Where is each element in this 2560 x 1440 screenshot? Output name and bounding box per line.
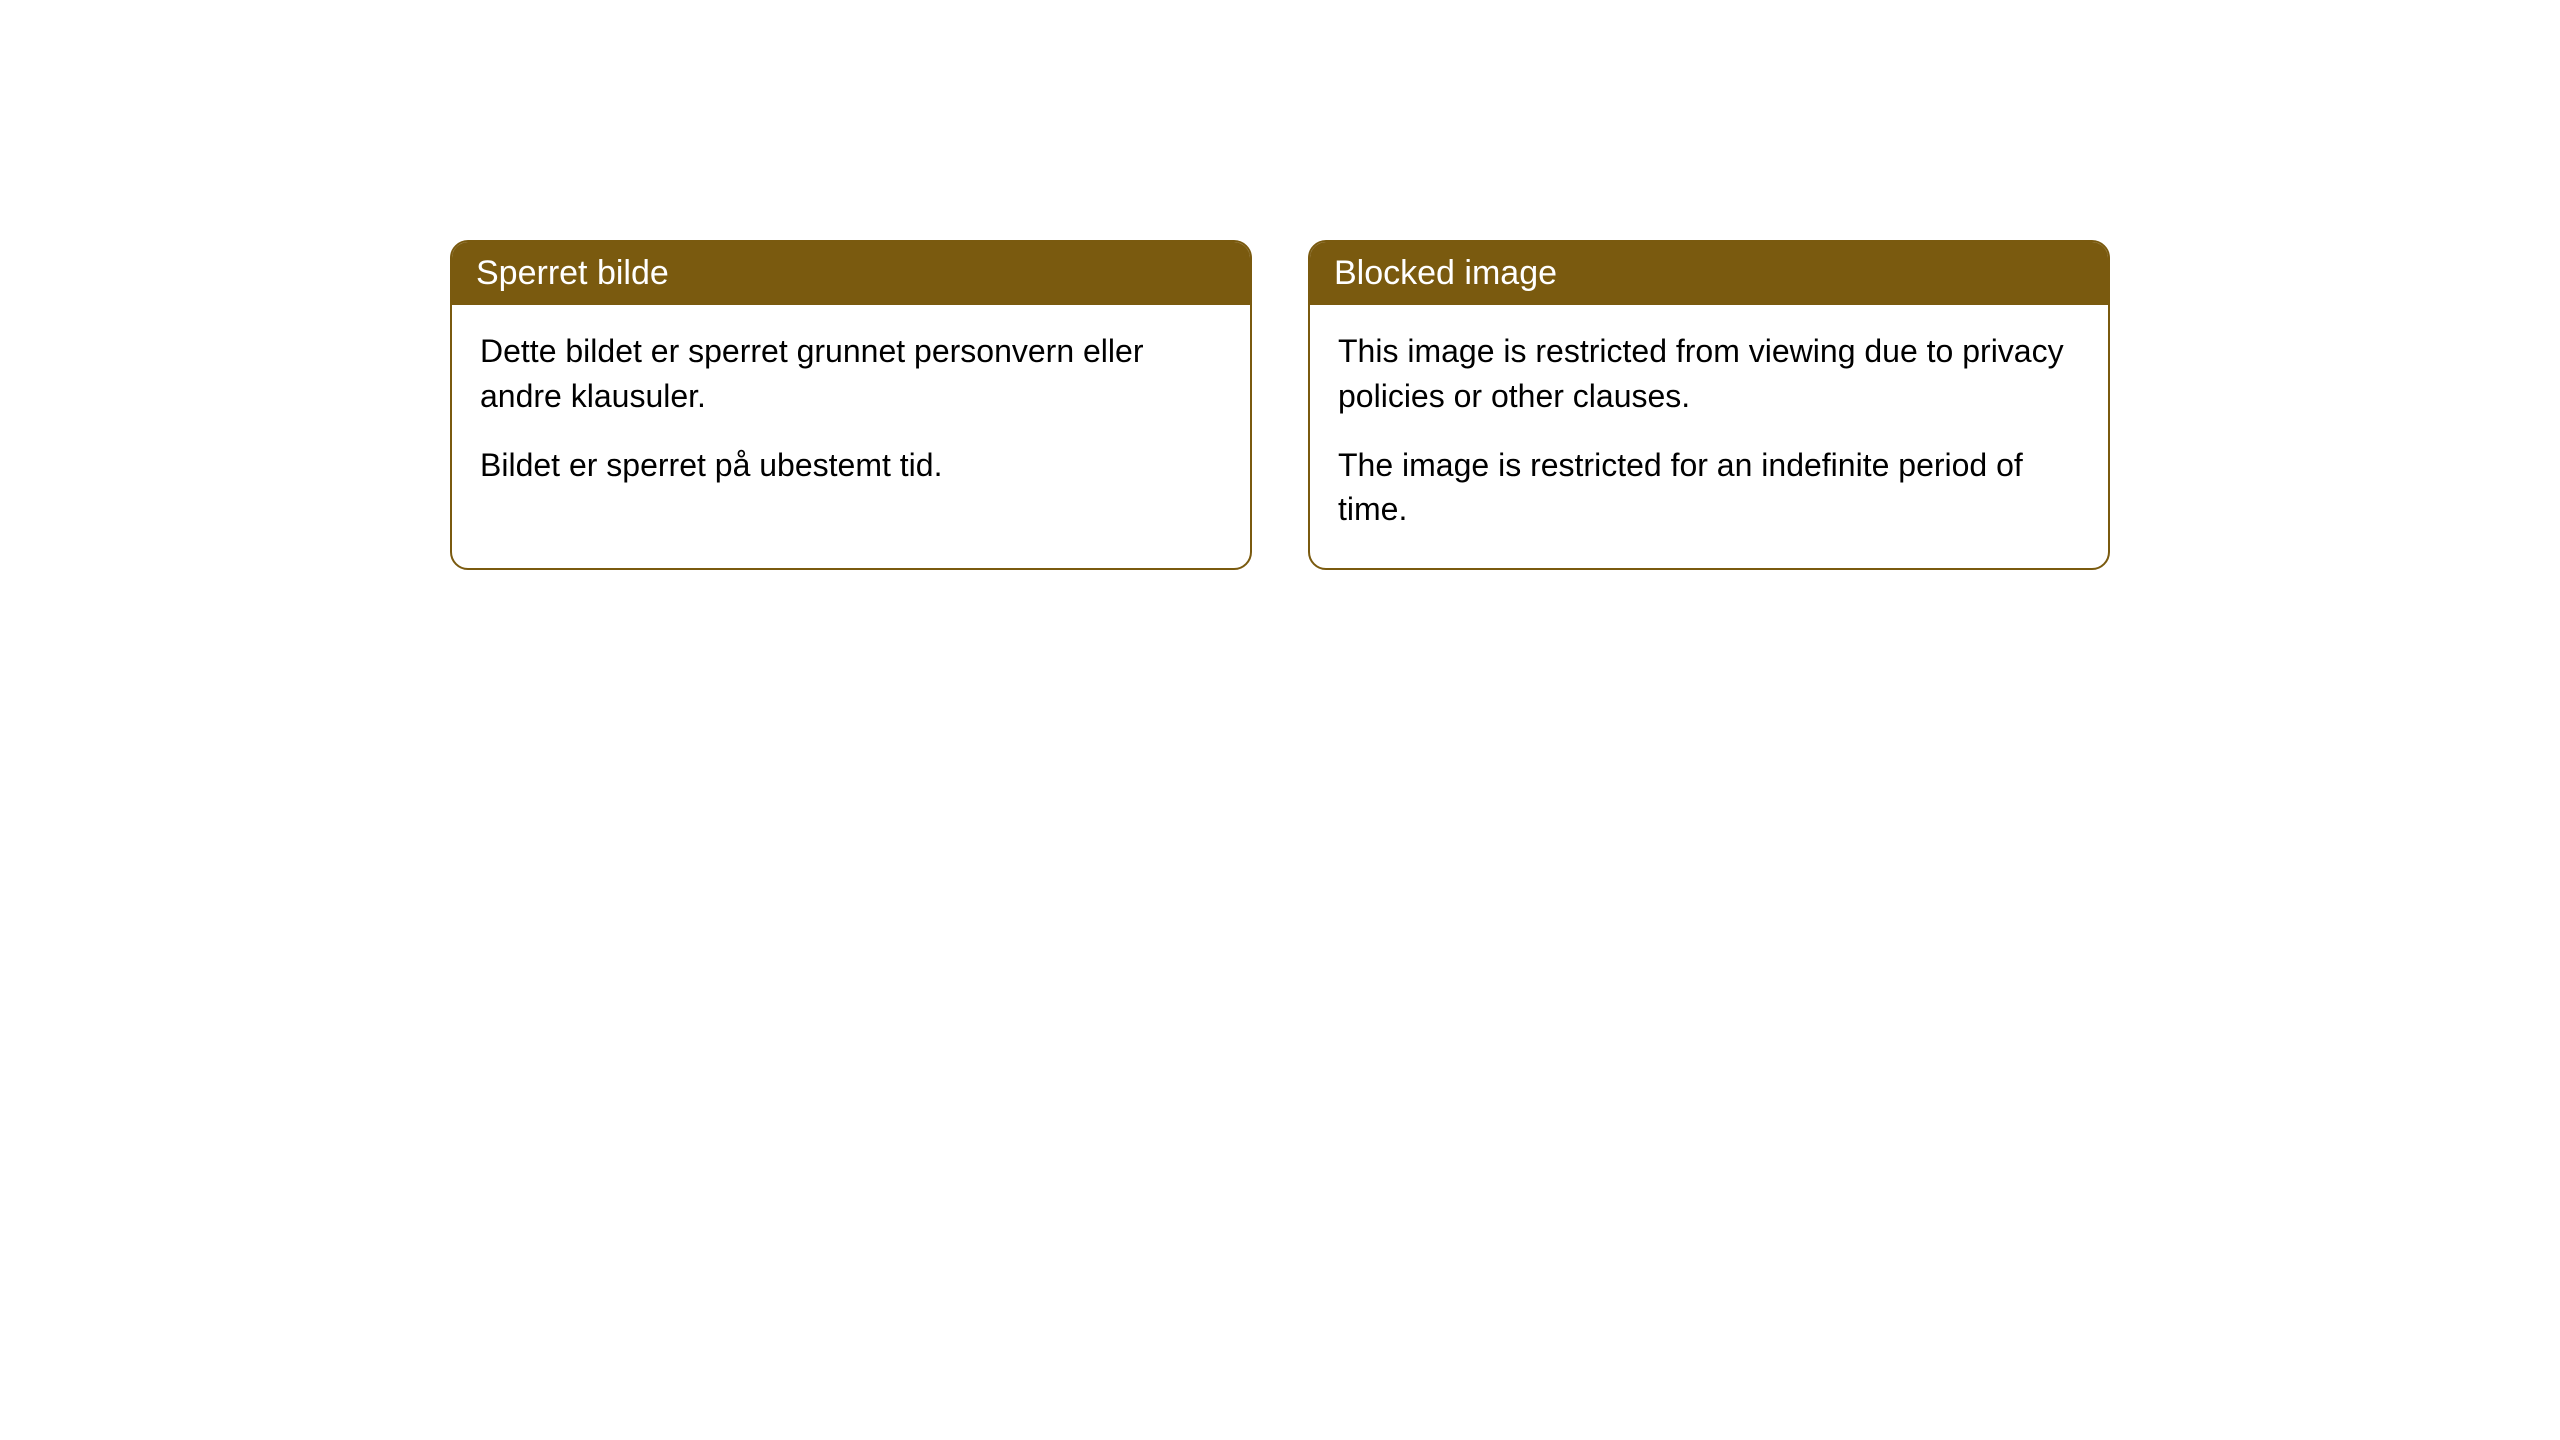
- card-paragraph: The image is restricted for an indefinit…: [1338, 443, 2080, 533]
- card-body: Dette bildet er sperret grunnet personve…: [452, 305, 1250, 523]
- card-body: This image is restricted from viewing du…: [1310, 305, 2108, 568]
- card-title: Sperret bilde: [476, 254, 669, 292]
- card-title: Blocked image: [1334, 254, 1557, 292]
- card-header: Blocked image: [1310, 242, 2108, 305]
- notice-container: Sperret bilde Dette bildet er sperret gr…: [450, 240, 2110, 570]
- notice-card-norwegian: Sperret bilde Dette bildet er sperret gr…: [450, 240, 1252, 570]
- card-paragraph: This image is restricted from viewing du…: [1338, 329, 2080, 419]
- card-paragraph: Dette bildet er sperret grunnet personve…: [480, 329, 1222, 419]
- notice-card-english: Blocked image This image is restricted f…: [1308, 240, 2110, 570]
- card-paragraph: Bildet er sperret på ubestemt tid.: [480, 443, 1222, 488]
- card-header: Sperret bilde: [452, 242, 1250, 305]
